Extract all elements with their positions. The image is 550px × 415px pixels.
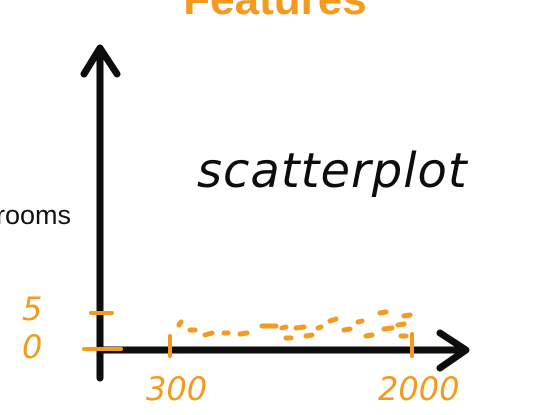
scatter-point <box>395 321 407 328</box>
x-axis-label: ... <box>268 402 293 415</box>
scatter-point <box>401 312 413 319</box>
scatter-point <box>202 330 215 338</box>
y-tick-label-5: 5 <box>22 290 43 328</box>
scatter-points <box>176 309 413 341</box>
scatter-point <box>355 318 365 325</box>
scatter-point <box>315 324 324 331</box>
scatterplot-annotation: scatterplot <box>197 143 468 199</box>
scatter-point <box>303 332 315 339</box>
x-tick-label-300: 300 <box>146 370 208 408</box>
y-axis <box>80 44 121 382</box>
scatter-point <box>327 316 339 324</box>
y-tick-label-0: 0 <box>22 328 43 366</box>
scatter-point <box>381 325 395 332</box>
x-axis <box>96 329 470 372</box>
scatter-point <box>341 326 353 333</box>
slide-title: Features <box>0 0 550 22</box>
y-axis-label: rooms <box>0 200 72 230</box>
scatter-point <box>293 324 307 331</box>
scatter-point <box>237 330 250 337</box>
scatter-point <box>377 309 389 316</box>
scatter-point <box>176 319 184 328</box>
tick-marks <box>82 311 414 358</box>
scatter-point <box>279 324 289 331</box>
x-tick-label-2000: 2000 <box>378 370 460 408</box>
scatter-point <box>363 332 375 339</box>
